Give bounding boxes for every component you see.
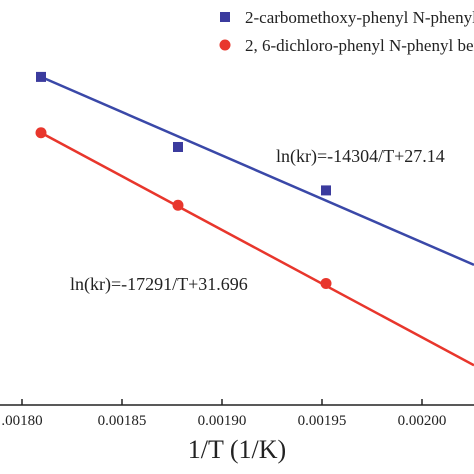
point [320, 277, 332, 289]
x-tick-label: 0.00185 [98, 413, 147, 429]
legend-marker [219, 39, 231, 51]
x-axis-label: 1/T (1/K) [188, 435, 286, 464]
point [36, 71, 46, 82]
x-tick-label: 0.00190 [198, 413, 247, 429]
point [35, 127, 47, 139]
point [173, 141, 183, 152]
point [172, 199, 184, 211]
x-tick-label: .00180 [1, 413, 42, 429]
x-tick-label: 0.00200 [398, 413, 447, 429]
fit-annotation: ln(kr)=-17291/T+31.696 [70, 274, 248, 295]
x-tick-label: 0.00195 [298, 413, 347, 429]
fit-line [40, 75, 474, 266]
legend-marker [220, 12, 230, 22]
fit-annotation: ln(kr)=-14304/T+27.14 [276, 146, 445, 167]
fit-line [40, 131, 474, 367]
legend-label: 2, 6-dichloro-phenyl N-phenyl benzimidat… [245, 36, 474, 55]
point [321, 185, 331, 196]
legend-label: 2-carbomethoxy-phenyl N-phenyl benzimida… [245, 8, 474, 27]
